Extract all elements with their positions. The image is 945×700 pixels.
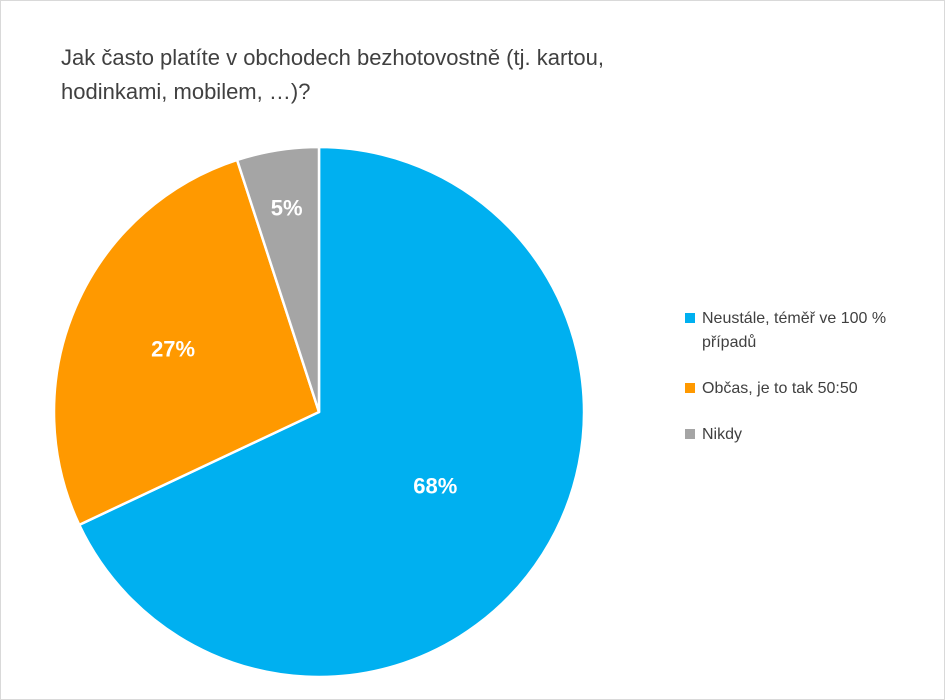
chart-title-line-1: Jak často platíte v obchodech bezhotovos… bbox=[61, 45, 604, 70]
legend-swatch-3 bbox=[685, 429, 695, 439]
pie-slice-3 bbox=[235, 145, 321, 414]
legend-label-3: Nikdy bbox=[702, 426, 743, 443]
pie-slice-1 bbox=[77, 145, 586, 679]
data-label-2: 27% bbox=[151, 336, 195, 361]
pie-slice-2 bbox=[52, 158, 321, 527]
legend-label-1: Neustále, téměř ve 100 % případů bbox=[702, 310, 887, 351]
data-label-3: 5% bbox=[271, 195, 303, 220]
legend-swatch-2 bbox=[685, 383, 695, 393]
legend-item-2: Občas, je to tak 50:50 bbox=[685, 377, 935, 401]
legend: Neustále, téměř ve 100 % případů Občas, j… bbox=[685, 307, 935, 469]
data-label-1: 68% bbox=[413, 473, 457, 498]
legend-item-3: Nikdy bbox=[685, 423, 935, 447]
chart-title: Jak často platíte v obchodech bezhotovos… bbox=[61, 41, 701, 109]
pie-slices bbox=[52, 145, 586, 679]
legend-item-1: Neustále, téměř ve 100 % případů bbox=[685, 307, 935, 355]
legend-swatch-1 bbox=[685, 313, 695, 323]
legend-label-2: Občas, je to tak 50:50 bbox=[702, 380, 858, 397]
chart-title-line-2: hodinkami, mobilem, …)? bbox=[61, 79, 311, 104]
pie-data-labels: 68% 27% 5% bbox=[151, 195, 457, 498]
